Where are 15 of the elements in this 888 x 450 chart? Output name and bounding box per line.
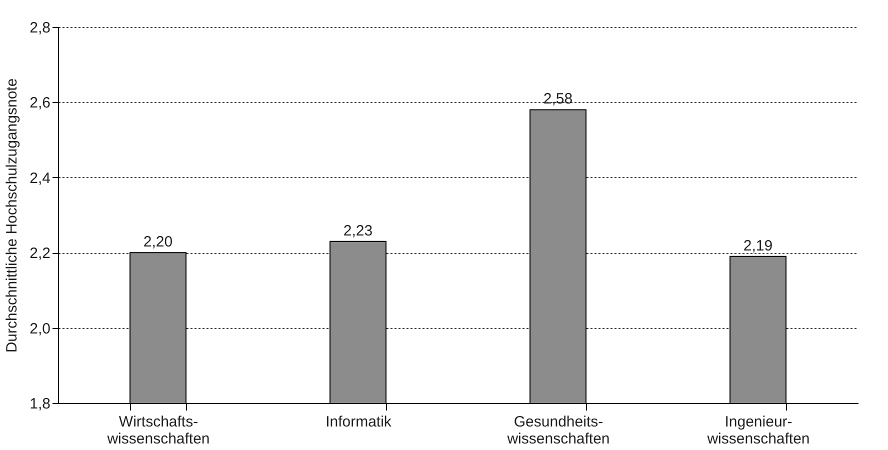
data-label: 2,23	[343, 222, 373, 240]
data-label: 2,20	[143, 234, 173, 251]
x-tick-label: Gesundheits- wissenschaften	[506, 414, 610, 448]
y-axis-title: Durchschnittliche Hochschulzugangsnote	[4, 78, 21, 353]
y-tick-label: 2,8	[30, 20, 50, 36]
data-label: 2,19	[743, 237, 773, 254]
y-tick-label: 2,2	[30, 245, 50, 262]
x-tick-label: Ingenieur- wissenschaften	[706, 414, 810, 448]
data-label: 2,58	[543, 90, 573, 108]
x-tick-label: Wirtschafts- wissenschaften	[106, 414, 210, 448]
y-tick-label: 2,6	[30, 94, 50, 112]
x-tick-label: Informatik	[326, 414, 392, 430]
y-tick-label: 1,8	[30, 396, 50, 412]
y-tick-label: 2,4	[30, 170, 50, 187]
y-tick-label: 2,0	[30, 320, 50, 338]
